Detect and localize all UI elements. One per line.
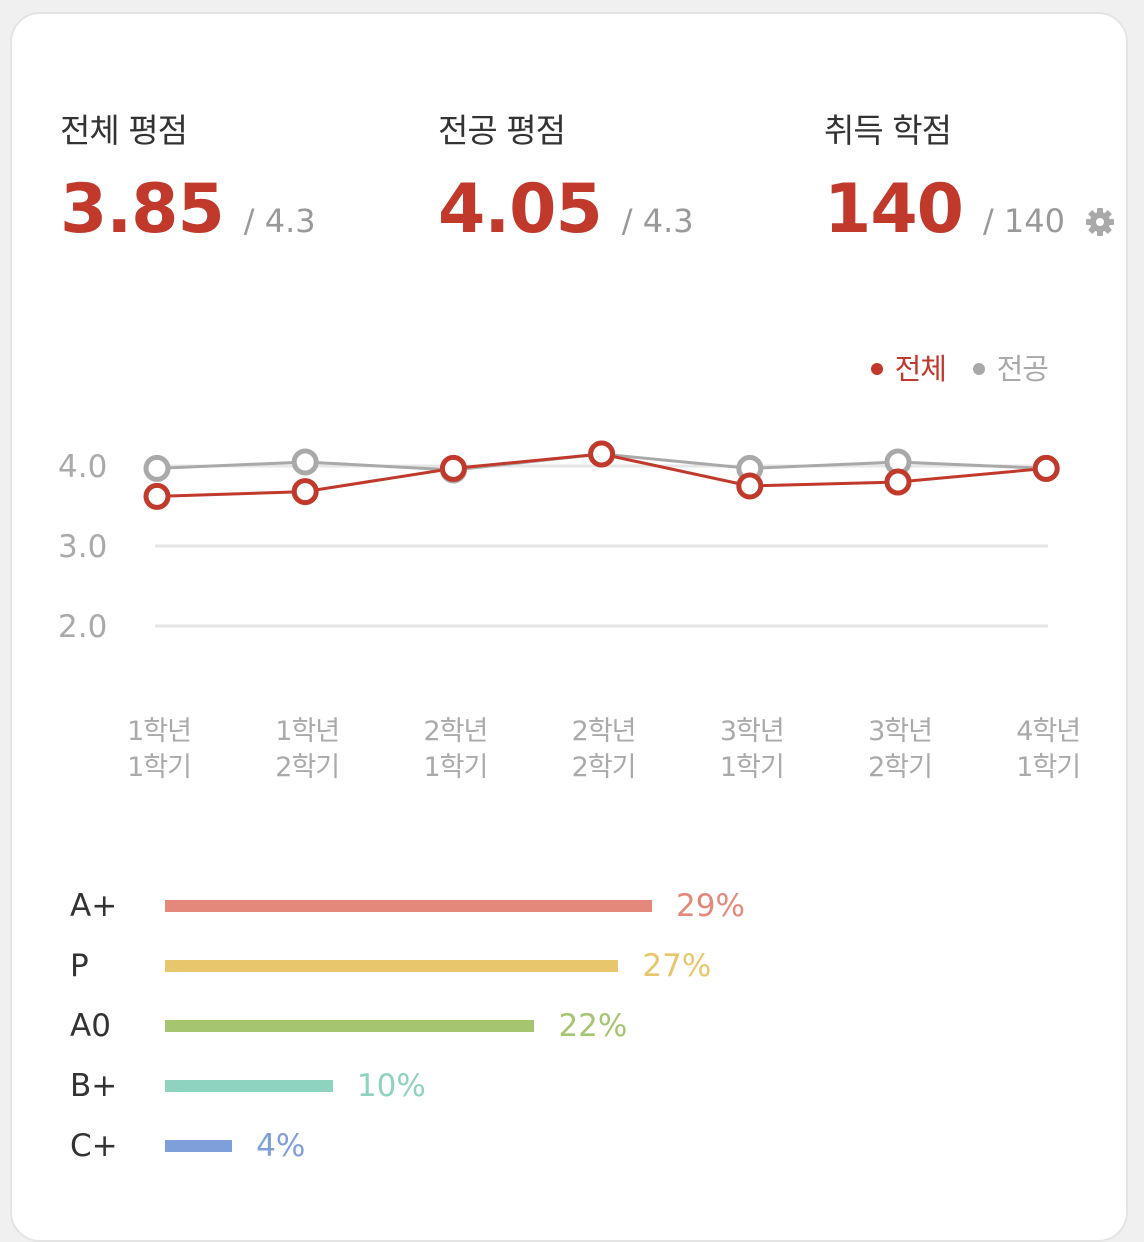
- bar-category-label: B+: [70, 1068, 118, 1104]
- x-tick-label: 4학년: [1016, 716, 1080, 747]
- legend-label: 전체: [895, 352, 946, 386]
- y-tick-label: 2.0: [58, 609, 107, 645]
- legend-dot: [871, 363, 883, 375]
- x-tick-label: 1학기: [423, 752, 487, 783]
- bar-value-label: 10%: [356, 1068, 426, 1104]
- x-tick-label: 1학년: [275, 716, 339, 747]
- y-tick-label: 4.0: [58, 449, 107, 485]
- credits-stat: 취득 학점 140 / 140: [824, 104, 1115, 249]
- credits-max: / 140: [982, 202, 1065, 240]
- x-tick-label: 2학년: [572, 716, 636, 747]
- data-point-전체: [1032, 454, 1060, 482]
- gpa-trend-chart: 4.0 3.0 2.0 1학년 1학기 1학년 2학기 2학년 1학기 2학년 2학기 3학년 1학기 3…: [58, 352, 1081, 783]
- data-point-전체: [588, 440, 616, 468]
- x-tick-label: 2학기: [868, 752, 932, 783]
- legend-label: 전공: [997, 352, 1049, 386]
- bar-category-label: A0: [70, 1008, 111, 1044]
- bar: [165, 960, 619, 972]
- overall-gpa-label: 전체 평점: [60, 111, 188, 150]
- x-tick-label: 3학년: [720, 716, 784, 747]
- data-point-전체: [736, 472, 764, 500]
- bar: [165, 1020, 535, 1032]
- data-point-전공: [143, 454, 171, 482]
- bar: [165, 1140, 233, 1152]
- data-point-전공: [291, 448, 319, 476]
- data-point-전체: [439, 454, 467, 482]
- x-tick-label: 2학기: [275, 752, 339, 783]
- bar: [165, 900, 652, 912]
- major-gpa-label: 전공 평점: [438, 111, 566, 150]
- x-tick-label: 2학기: [572, 752, 636, 783]
- x-tick-label: 1학기: [1016, 752, 1080, 783]
- major-gpa-value: 4.05: [438, 170, 603, 249]
- overall-gpa-value: 3.85: [60, 170, 225, 249]
- bar-category-label: A+: [70, 888, 118, 924]
- grade-summary-card: 전체 평점 3.85 / 4.3 전공 평점 4.05 / 4.3 취득 학점 14…: [10, 12, 1128, 1242]
- overall-gpa-max: / 4.3: [243, 202, 316, 240]
- data-point-전체: [291, 478, 319, 506]
- overall-gpa-stat: 전체 평점 3.85 / 4.3: [60, 104, 316, 249]
- y-tick-label: 3.0: [58, 529, 107, 565]
- x-tick-label: 1학년: [127, 716, 191, 747]
- credits-value: 140: [824, 170, 964, 249]
- x-tick-label: 2학년: [423, 716, 487, 747]
- bar: [165, 1080, 333, 1092]
- bar-value-label: 27%: [642, 948, 712, 984]
- data-point-전체: [884, 468, 912, 496]
- bar-category-label: C+: [70, 1128, 118, 1164]
- x-tick-label: 1학기: [720, 752, 784, 783]
- bar-category-label: P: [70, 948, 89, 984]
- major-gpa-stat: 전공 평점 4.05 / 4.3: [438, 104, 694, 249]
- x-tick-label: 1학기: [127, 752, 191, 783]
- bar-value-label: 22%: [558, 1008, 628, 1044]
- data-point-전체: [143, 482, 171, 510]
- bar-value-label: 4%: [256, 1128, 306, 1164]
- major-gpa-max: / 4.3: [621, 202, 694, 240]
- x-tick-label: 3학년: [868, 716, 932, 747]
- gear-icon[interactable]: [1084, 206, 1116, 242]
- credits-label: 취득 학점: [824, 111, 952, 150]
- legend-dot: [973, 363, 985, 375]
- bar-value-label: 29%: [676, 888, 745, 924]
